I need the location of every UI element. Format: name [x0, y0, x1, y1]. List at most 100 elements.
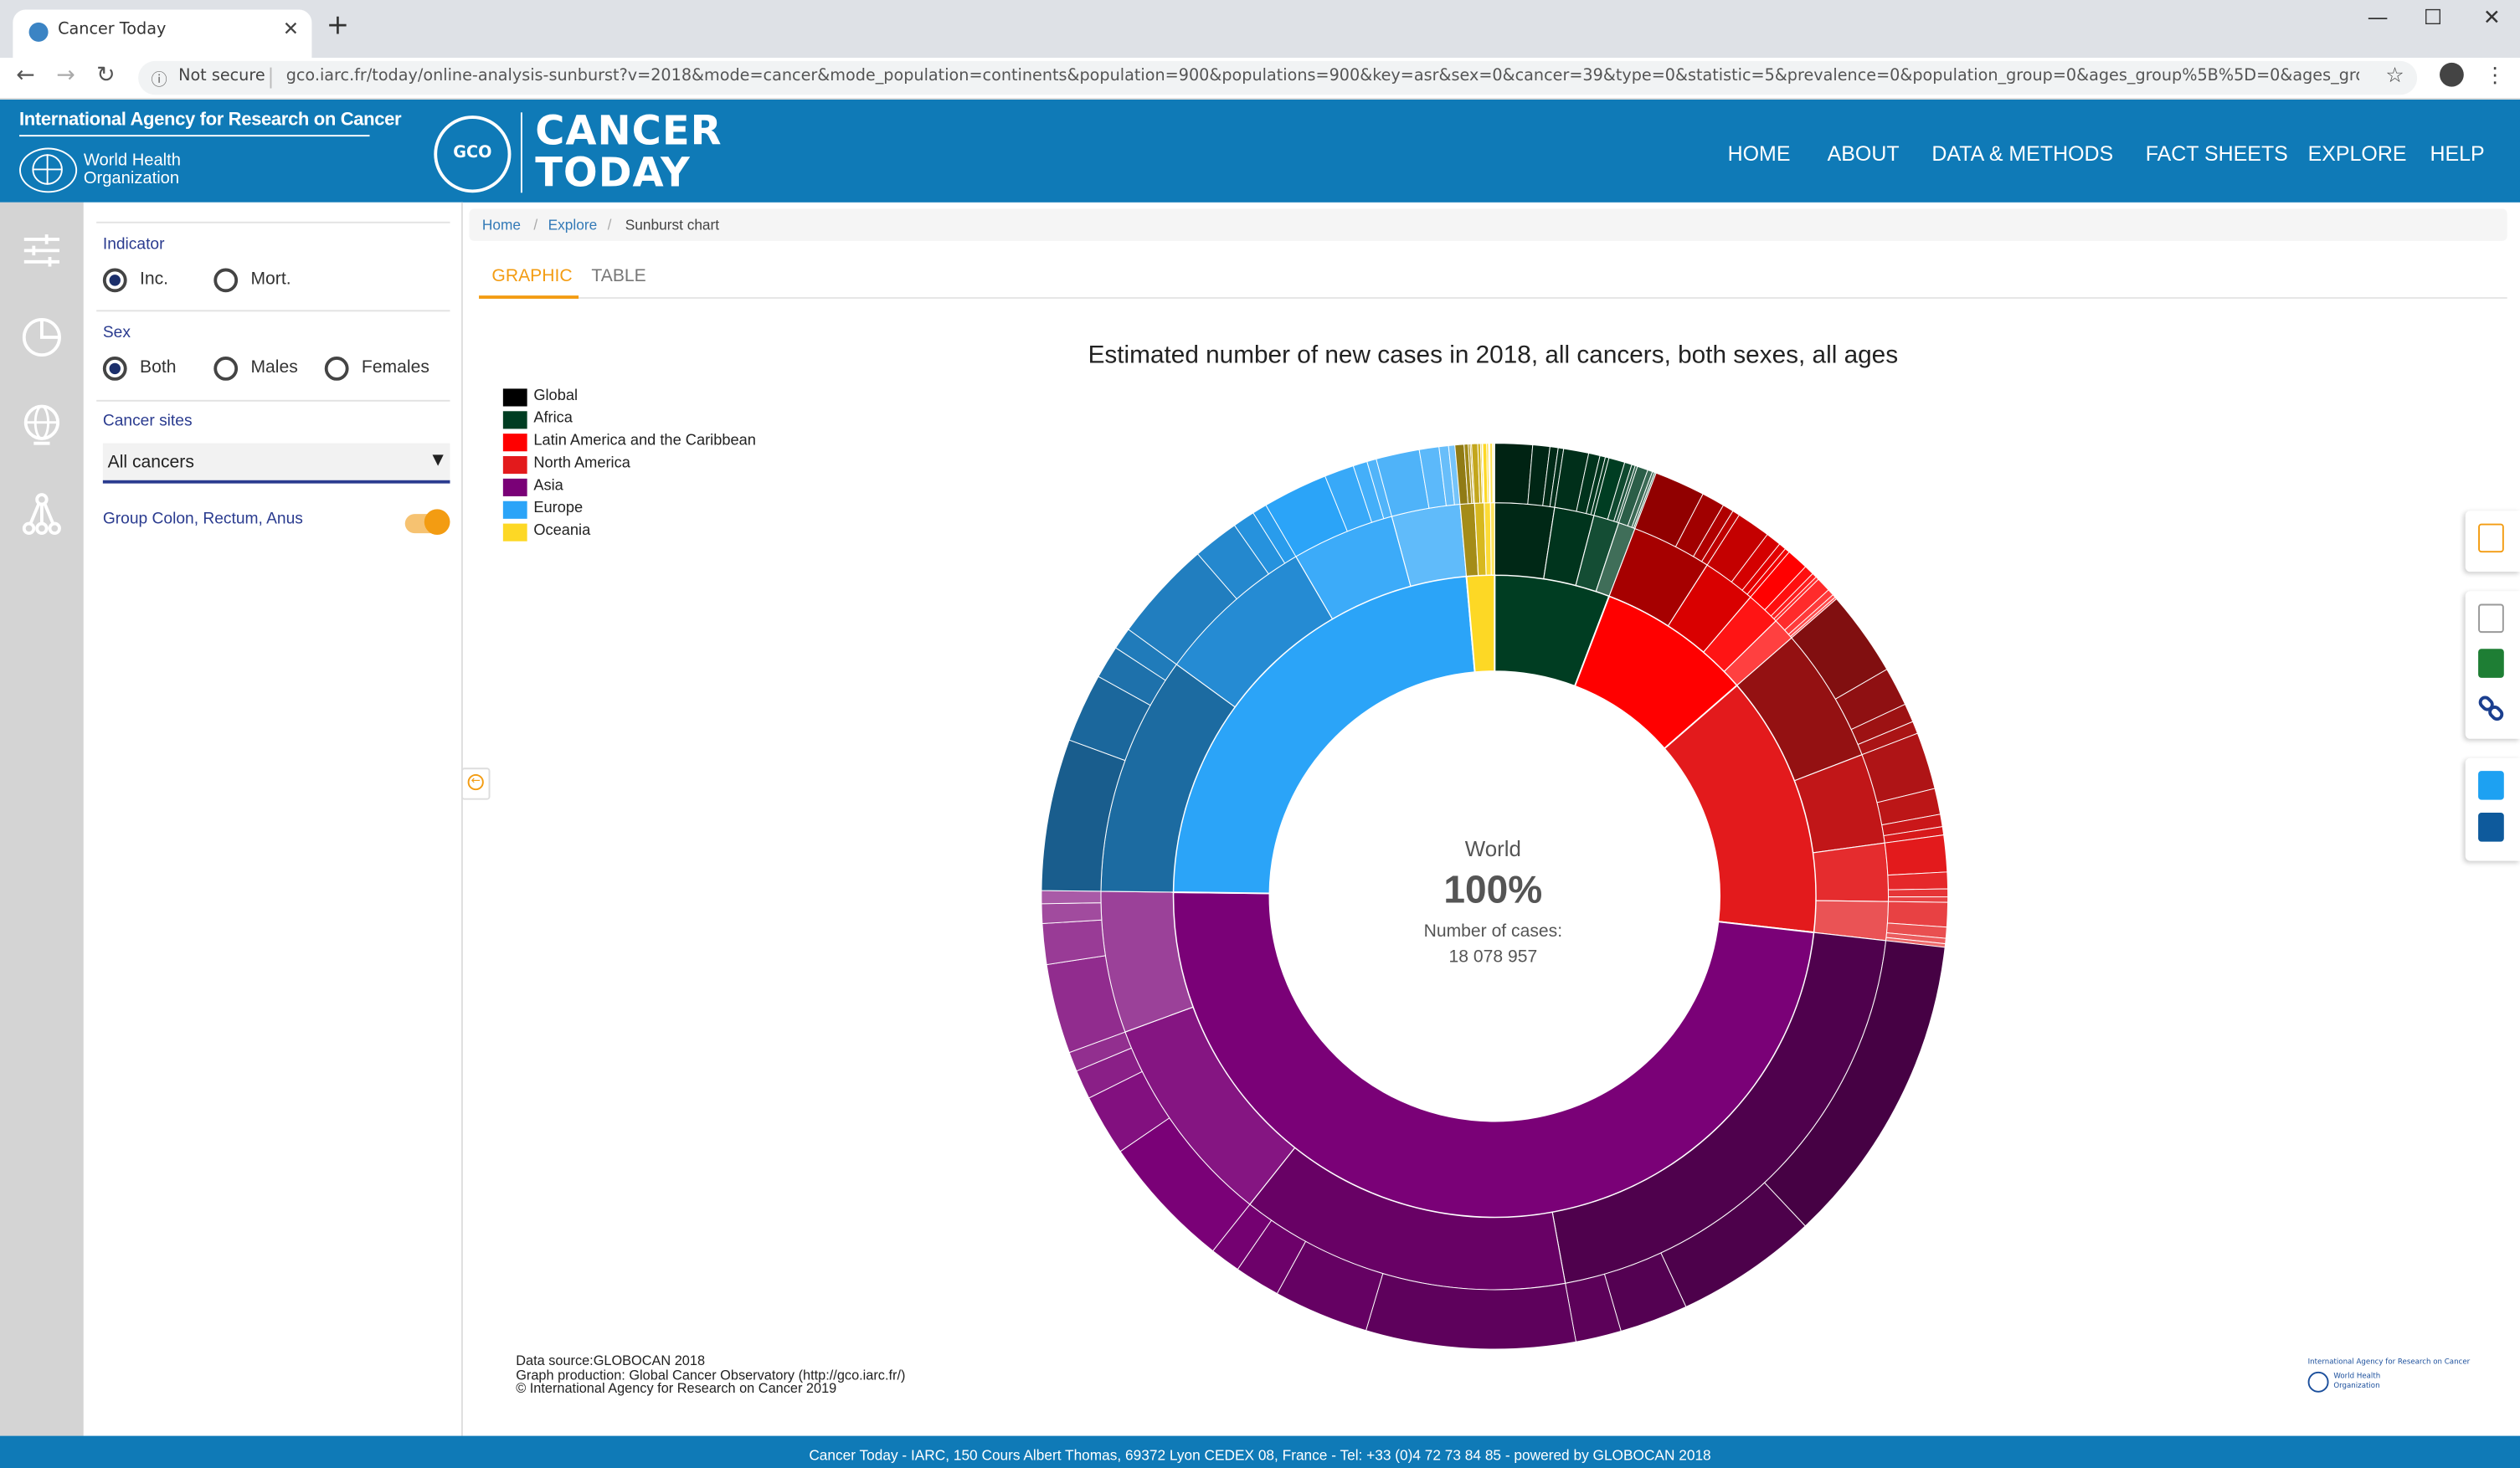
- csv-export-icon[interactable]: [2478, 649, 2504, 678]
- share-toolbar: [2465, 757, 2520, 861]
- sunburst-leaf-segment[interactable]: [1887, 871, 1949, 891]
- indicator-mort-radio[interactable]: [213, 268, 239, 293]
- window-close-icon[interactable]: ✕: [2482, 6, 2501, 31]
- chart-credits: Data source:GLOBOCAN 2018 Graph producti…: [516, 1354, 905, 1395]
- security-label: Not secure: [178, 67, 265, 85]
- who-line-2: Organization: [83, 168, 180, 188]
- omnibox-divider: [270, 67, 272, 89]
- iarc-who-small-logo: International Agency for Research on Can…: [2307, 1359, 2485, 1401]
- info-icon[interactable]: ⓘ: [151, 72, 167, 90]
- legend-swatch: [502, 434, 527, 452]
- reload-icon[interactable]: ↻: [96, 62, 116, 89]
- json-export-icon[interactable]: [2478, 603, 2504, 634]
- nav-explore[interactable]: EXPLORE: [2307, 141, 2407, 166]
- url-text[interactable]: gco.iarc.fr/today/online-analysis-sunbur…: [285, 67, 2360, 85]
- brand-title-line-1[interactable]: CANCER: [535, 107, 723, 155]
- sex-females-radio[interactable]: [324, 357, 349, 381]
- active-tab-indicator: [479, 295, 579, 299]
- legend-swatch: [502, 478, 527, 496]
- small-who-emblem-icon: [2307, 1371, 2329, 1393]
- site-header: International Agency for Research on Can…: [0, 99, 2520, 203]
- link-icon[interactable]: [2478, 694, 2504, 723]
- nav-about[interactable]: ABOUT: [1827, 141, 1900, 166]
- data-export-toolbar: [2465, 591, 2520, 739]
- close-icon[interactable]: ✕: [282, 18, 300, 40]
- favicon-icon: [28, 22, 49, 42]
- legend-label: Europe: [533, 499, 584, 517]
- new-tab-icon[interactable]: +: [326, 9, 350, 42]
- credit-line: Data source:GLOBOCAN 2018: [516, 1352, 706, 1369]
- hierarchy-icon[interactable]: [19, 491, 64, 536]
- indicator-mort-label[interactable]: Mort.: [250, 269, 291, 290]
- omnibox[interactable]: ⓘ Not secure gco.iarc.fr/today/online-an…: [138, 60, 2418, 95]
- legend-swatch: [502, 456, 527, 475]
- globe-icon[interactable]: [19, 402, 64, 447]
- sunburst-leaf-segment[interactable]: [1888, 888, 1949, 898]
- forward-icon[interactable]: →: [56, 62, 75, 89]
- browser-menu-icon[interactable]: ⋮: [2484, 64, 2506, 89]
- brand-divider: [520, 112, 522, 193]
- indicator-inc-label[interactable]: Inc.: [140, 269, 169, 290]
- small-logo-line: Organization: [2333, 1383, 2380, 1391]
- sex-males-radio[interactable]: [213, 357, 239, 381]
- view-tabs: GRAPHIC TABLE: [479, 257, 2507, 299]
- svg-export-icon[interactable]: [2478, 523, 2504, 553]
- collapse-panel-button[interactable]: ←: [460, 767, 491, 800]
- brand-title-line-2[interactable]: TODAY: [535, 149, 691, 197]
- indicator-inc-radio[interactable]: [102, 268, 127, 293]
- panel-divider: [96, 399, 450, 402]
- chart-title: Estimated number of new cases in 2018, a…: [1088, 341, 1899, 370]
- cancer-sites-select[interactable]: All cancers ▼: [102, 443, 450, 484]
- browser-tab[interactable]: Cancer Today ✕: [13, 9, 312, 59]
- sex-both-radio[interactable]: [102, 357, 127, 381]
- gco-logo[interactable]: GCO: [434, 115, 512, 193]
- sunburst-leaf-segment[interactable]: [1494, 443, 1534, 505]
- nav-help[interactable]: HELP: [2430, 141, 2485, 166]
- sex-males-label[interactable]: Males: [250, 357, 298, 377]
- nav-fact-sheets[interactable]: FACT SHEETS: [2145, 141, 2288, 166]
- maximize-icon[interactable]: ☐: [2423, 6, 2443, 31]
- legend-swatch: [502, 388, 527, 407]
- toggle-knob: [424, 509, 450, 536]
- tab-title: Cancer Today: [58, 20, 167, 39]
- center-count-label: Number of cases:: [1423, 921, 1563, 942]
- site-footer: Cancer Today - IARC, 150 Cours Albert Th…: [0, 1435, 2520, 1468]
- pie-chart-icon[interactable]: [19, 315, 64, 360]
- credit-line: © International Agency for Research on C…: [516, 1379, 837, 1396]
- sunburst-leaf-segment[interactable]: [1041, 902, 1103, 925]
- breadcrumb-explore[interactable]: Explore: [548, 217, 598, 234]
- filters-icon[interactable]: [19, 228, 64, 274]
- twitter-icon[interactable]: [2478, 771, 2504, 800]
- tab-table[interactable]: TABLE: [591, 266, 646, 286]
- sex-label: Sex: [102, 324, 131, 342]
- nav-home[interactable]: HOME: [1727, 141, 1791, 166]
- tool-rail: [0, 202, 84, 1436]
- iarc-underline: [19, 135, 370, 137]
- group-colon-label: Group Colon, Rectum, Anus: [102, 511, 303, 529]
- linkedin-icon[interactable]: [2478, 813, 2504, 842]
- breadcrumb-home[interactable]: Home: [481, 217, 521, 234]
- bookmark-star-icon[interactable]: ☆: [2385, 64, 2404, 89]
- back-icon[interactable]: ←: [16, 62, 35, 89]
- sunburst-subsegment[interactable]: [1489, 502, 1495, 576]
- sunburst-leaf-segment[interactable]: [1041, 890, 1102, 905]
- address-bar: ← → ↻ ⓘ Not secure gco.iarc.fr/today/onl…: [0, 58, 2520, 100]
- filter-panel: Indicator Inc. Mort. Sex Both Males Fema…: [83, 202, 463, 1436]
- sex-females-label[interactable]: Females: [361, 357, 429, 377]
- minimize-icon[interactable]: —: [2367, 6, 2389, 31]
- sunburst-subsegment[interactable]: [1813, 842, 1890, 902]
- legend-label: North America: [533, 454, 630, 473]
- legend-label: Asia: [533, 476, 563, 495]
- legend-label: Oceania: [533, 521, 591, 540]
- sunburst-chart[interactable]: [1029, 430, 1961, 1362]
- sex-both-label[interactable]: Both: [140, 357, 177, 377]
- tab-graphic[interactable]: GRAPHIC: [491, 266, 573, 286]
- breadcrumb-current: Sunburst chart: [625, 217, 720, 234]
- profile-icon[interactable]: [2440, 62, 2464, 87]
- group-colon-toggle[interactable]: [404, 509, 450, 536]
- nav-data-methods[interactable]: DATA & METHODS: [1931, 141, 2114, 166]
- iarc-logo-text[interactable]: International Agency for Research on Can…: [19, 110, 402, 131]
- who-text: World Health Organization: [83, 151, 181, 188]
- legend-label: Latin America and the Caribbean: [533, 432, 756, 450]
- indicator-label: Indicator: [102, 236, 165, 254]
